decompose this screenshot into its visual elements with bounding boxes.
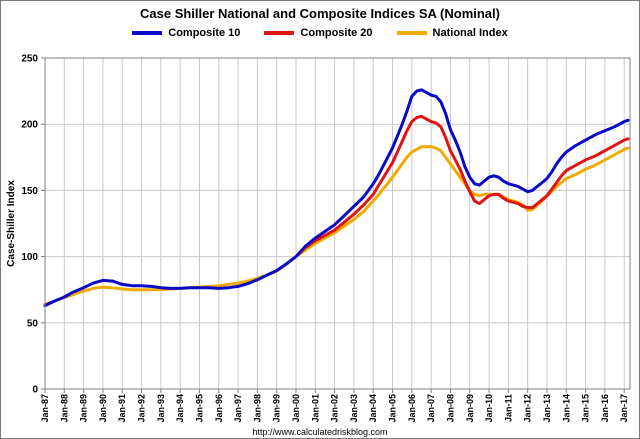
x-tick-label: Jan-09 [465,394,475,423]
x-tick-label: Jan-15 [581,394,591,423]
legend-label-national-index: National Index [432,27,508,39]
x-tick-label: Jan-13 [542,394,552,423]
y-tick-label: 0 [32,385,38,396]
x-tick-label: Jan-02 [330,394,340,423]
x-tick-label: Jan-03 [349,394,359,423]
x-tick-label: Jan-88 [59,394,69,423]
x-tick-label: Jan-96 [214,394,224,423]
x-tick-label: Jan-11 [503,394,513,422]
y-tick-label: 200 [21,120,38,131]
x-tick-label: Jan-94 [175,394,185,423]
x-tick-label: Jan-14 [561,394,571,423]
plot-border [44,57,631,390]
x-tick-label: Jan-92 [137,394,147,423]
x-tick-label: Jan-06 [407,394,417,423]
legend-swatch-national-index [396,31,427,35]
series-line-composite-10 [43,88,630,308]
x-tick-label: Jan-07 [426,394,436,423]
chart-legend: Composite 10 Composite 20 National Index [1,27,639,39]
x-tick-label: Jan-90 [98,394,108,423]
x-tick-label: Jan-93 [156,394,166,423]
x-tick-label: Jan-98 [252,394,262,423]
y-tick-label: 100 [21,252,38,263]
y-tick-label: 150 [21,186,38,197]
x-tick-label: Jan-95 [194,394,204,423]
legend-item-composite-10: Composite 10 [132,27,240,39]
x-tick-label: Jan-10 [484,394,494,423]
legend-swatch-composite-20 [264,31,295,35]
legend-label-composite-20: Composite 20 [300,27,373,39]
x-tick-label: Jan-89 [79,394,89,423]
x-tick-label: Jan-04 [368,394,378,423]
legend-label-composite-10: Composite 10 [168,27,241,39]
x-tick-label: Jan-16 [600,394,610,423]
legend-swatch-composite-10 [132,31,163,35]
y-tick-label: 50 [27,318,39,329]
x-tick-label: Jan-05 [388,394,398,423]
x-tick-label: Jan-01 [310,394,320,423]
legend-item-composite-20: Composite 20 [264,27,373,39]
legend-item-national-index: National Index [396,27,508,39]
x-tick-label: Jan-91 [117,394,127,423]
x-tick-label: Jan-00 [291,394,301,423]
x-tick-label: Jan-97 [233,394,243,423]
x-tick-label: Jan-08 [445,394,455,423]
chart-title: Case Shiller National and Composite Indi… [140,6,500,21]
x-tick-label: Jan-87 [40,394,50,423]
y-axis-title: Case-Shiller Index [6,180,17,267]
series-line-composite-20 [294,114,630,259]
footer-url: http://www.calculatedriskblog.com [252,427,388,437]
x-tick-label: Jan-12 [523,394,533,423]
y-tick-label: 250 [21,54,38,65]
x-tick-label: Jan-99 [272,394,282,423]
x-tick-label: Jan-17 [619,394,629,423]
